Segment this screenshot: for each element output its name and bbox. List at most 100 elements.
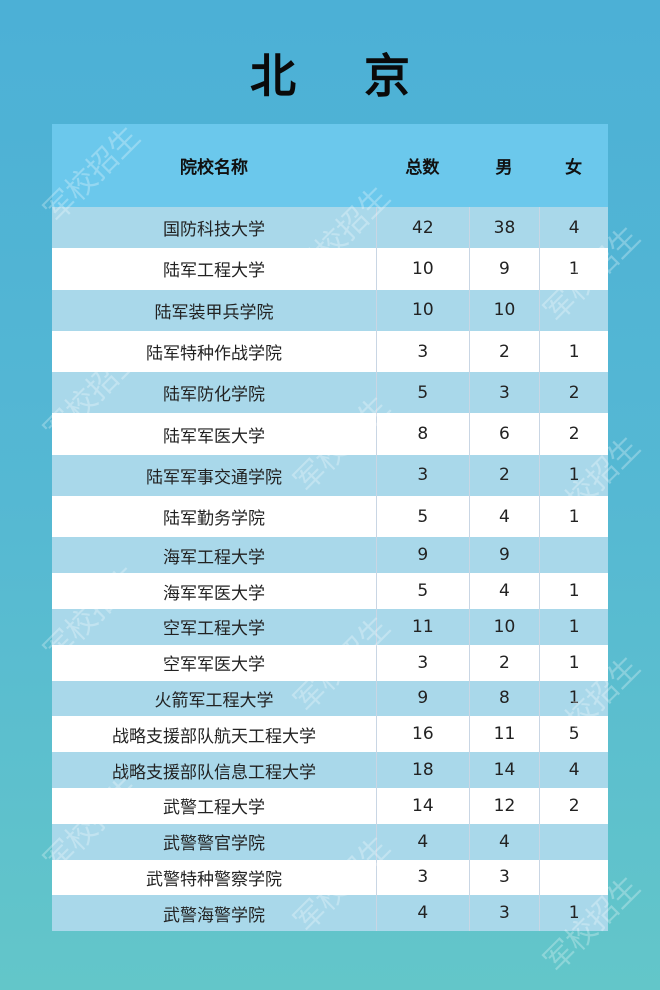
male-cell: 38	[468, 207, 540, 249]
male-cell: 11	[468, 716, 540, 753]
female-cell: 4	[539, 207, 608, 249]
female-cell: 1	[539, 248, 608, 290]
male-cell: 9	[468, 537, 540, 574]
table-header: 院校名称 总数 男 女	[52, 124, 608, 207]
school-name-cell: 陆军特种作战学院	[146, 344, 283, 365]
female-cell: 5	[539, 716, 608, 753]
female-cell	[539, 289, 608, 331]
table-row: 陆军军事交通学院 3 2 1	[52, 454, 608, 497]
school-name-cell: 武警特种警察学院	[146, 869, 283, 890]
school-name-cell: 海军工程大学	[163, 547, 266, 568]
total-cell: 5	[376, 372, 469, 414]
school-name-cell: 陆军装甲兵学院	[154, 302, 274, 323]
female-cell: 4	[539, 752, 608, 788]
total-cell: 11	[376, 608, 469, 645]
header-female: 女	[565, 158, 583, 178]
total-cell: 3	[376, 454, 469, 497]
school-name-cell: 空军军医大学	[163, 655, 266, 676]
female-cell: 2	[539, 413, 608, 455]
school-name-cell: 武警警官学院	[163, 834, 266, 855]
total-cell: 5	[376, 496, 469, 538]
table-row: 陆军勤务学院 5 4 1	[52, 496, 608, 538]
school-name-cell: 海军军医大学	[163, 583, 266, 604]
total-cell: 10	[376, 289, 469, 331]
female-cell: 1	[539, 454, 608, 497]
male-cell: 9	[468, 248, 540, 290]
table-row: 战略支援部队航天工程大学 16 11 5	[52, 716, 608, 753]
female-cell	[539, 859, 608, 896]
total-cell: 14	[376, 787, 469, 824]
male-cell: 2	[468, 454, 540, 497]
total-cell: 3	[376, 644, 469, 681]
male-cell: 6	[468, 413, 540, 455]
table-row: 战略支援部队信息工程大学 18 14 4	[52, 752, 608, 788]
total-cell: 4	[376, 823, 469, 860]
school-name-cell: 武警工程大学	[163, 798, 266, 819]
total-cell: 42	[376, 207, 469, 249]
female-cell: 1	[539, 895, 608, 932]
table-row: 陆军工程大学 10 9 1	[52, 248, 608, 290]
admissions-table: 院校名称 总数 男 女 国防科技大学 42 38 4 陆军工程大学 10 9 1 陆军装甲兵学院…	[52, 124, 608, 932]
total-cell: 9	[376, 680, 469, 717]
male-cell: 4	[468, 496, 540, 538]
female-cell: 1	[539, 644, 608, 681]
header-school-name: 院校名称	[180, 158, 249, 178]
table-row: 陆军防化学院 5 3 2	[52, 372, 608, 414]
page-title: 北 京	[249, 49, 436, 103]
total-cell: 3	[376, 330, 469, 373]
school-name-cell: 陆军勤务学院	[163, 509, 266, 530]
total-cell: 4	[376, 895, 469, 932]
female-cell	[539, 537, 608, 574]
school-name-cell: 陆军军医大学	[163, 426, 266, 447]
table-row: 武警特种警察学院 3 3	[52, 859, 608, 896]
school-name-cell: 火箭军工程大学	[154, 690, 274, 711]
female-cell: 2	[539, 372, 608, 414]
male-cell: 2	[468, 644, 540, 681]
total-cell: 5	[376, 573, 469, 609]
male-cell: 4	[468, 823, 540, 860]
male-cell: 8	[468, 680, 540, 717]
table-row: 空军工程大学 11 10 1	[52, 608, 608, 645]
table-row: 国防科技大学 42 38 4	[52, 207, 608, 249]
male-cell: 3	[468, 859, 540, 896]
table-row: 海军工程大学 9 9	[52, 537, 608, 574]
female-cell: 1	[539, 680, 608, 717]
total-cell: 8	[376, 413, 469, 455]
male-cell: 12	[468, 787, 540, 824]
female-cell: 2	[539, 787, 608, 824]
male-cell: 3	[468, 895, 540, 932]
male-cell: 14	[468, 752, 540, 788]
female-cell: 1	[539, 330, 608, 373]
table-row: 火箭军工程大学 9 8 1	[52, 680, 608, 717]
table-row: 陆军军医大学 8 6 2	[52, 413, 608, 455]
table-row: 武警警官学院 4 4	[52, 823, 608, 860]
school-name-cell: 战略支援部队信息工程大学	[112, 762, 317, 783]
table-row: 陆军装甲兵学院 10 10	[52, 289, 608, 331]
total-cell: 16	[376, 716, 469, 753]
header-total: 总数	[405, 158, 440, 178]
total-cell: 3	[376, 859, 469, 896]
school-name-cell: 陆军军事交通学院	[146, 467, 283, 488]
header-male: 男	[495, 158, 513, 178]
total-cell: 10	[376, 248, 469, 290]
school-name-cell: 空军工程大学	[163, 619, 266, 640]
female-cell: 1	[539, 573, 608, 609]
total-cell: 9	[376, 537, 469, 574]
school-name-cell: 陆军防化学院	[163, 385, 266, 406]
table-row: 武警工程大学 14 12 2	[52, 787, 608, 824]
table-row: 海军军医大学 5 4 1	[52, 573, 608, 609]
school-name-cell: 陆军工程大学	[163, 261, 266, 282]
male-cell: 2	[468, 330, 540, 373]
school-name-cell: 武警海警学院	[163, 905, 266, 926]
table-row: 武警海警学院 4 3 1	[52, 895, 608, 932]
male-cell: 4	[468, 573, 540, 609]
table-row: 陆军特种作战学院 3 2 1	[52, 330, 608, 373]
male-cell: 3	[468, 372, 540, 414]
female-cell	[539, 823, 608, 860]
male-cell: 10	[468, 289, 540, 331]
male-cell: 10	[468, 608, 540, 645]
total-cell: 18	[376, 752, 469, 788]
school-name-cell: 国防科技大学	[163, 220, 266, 241]
female-cell: 1	[539, 608, 608, 645]
female-cell: 1	[539, 496, 608, 538]
